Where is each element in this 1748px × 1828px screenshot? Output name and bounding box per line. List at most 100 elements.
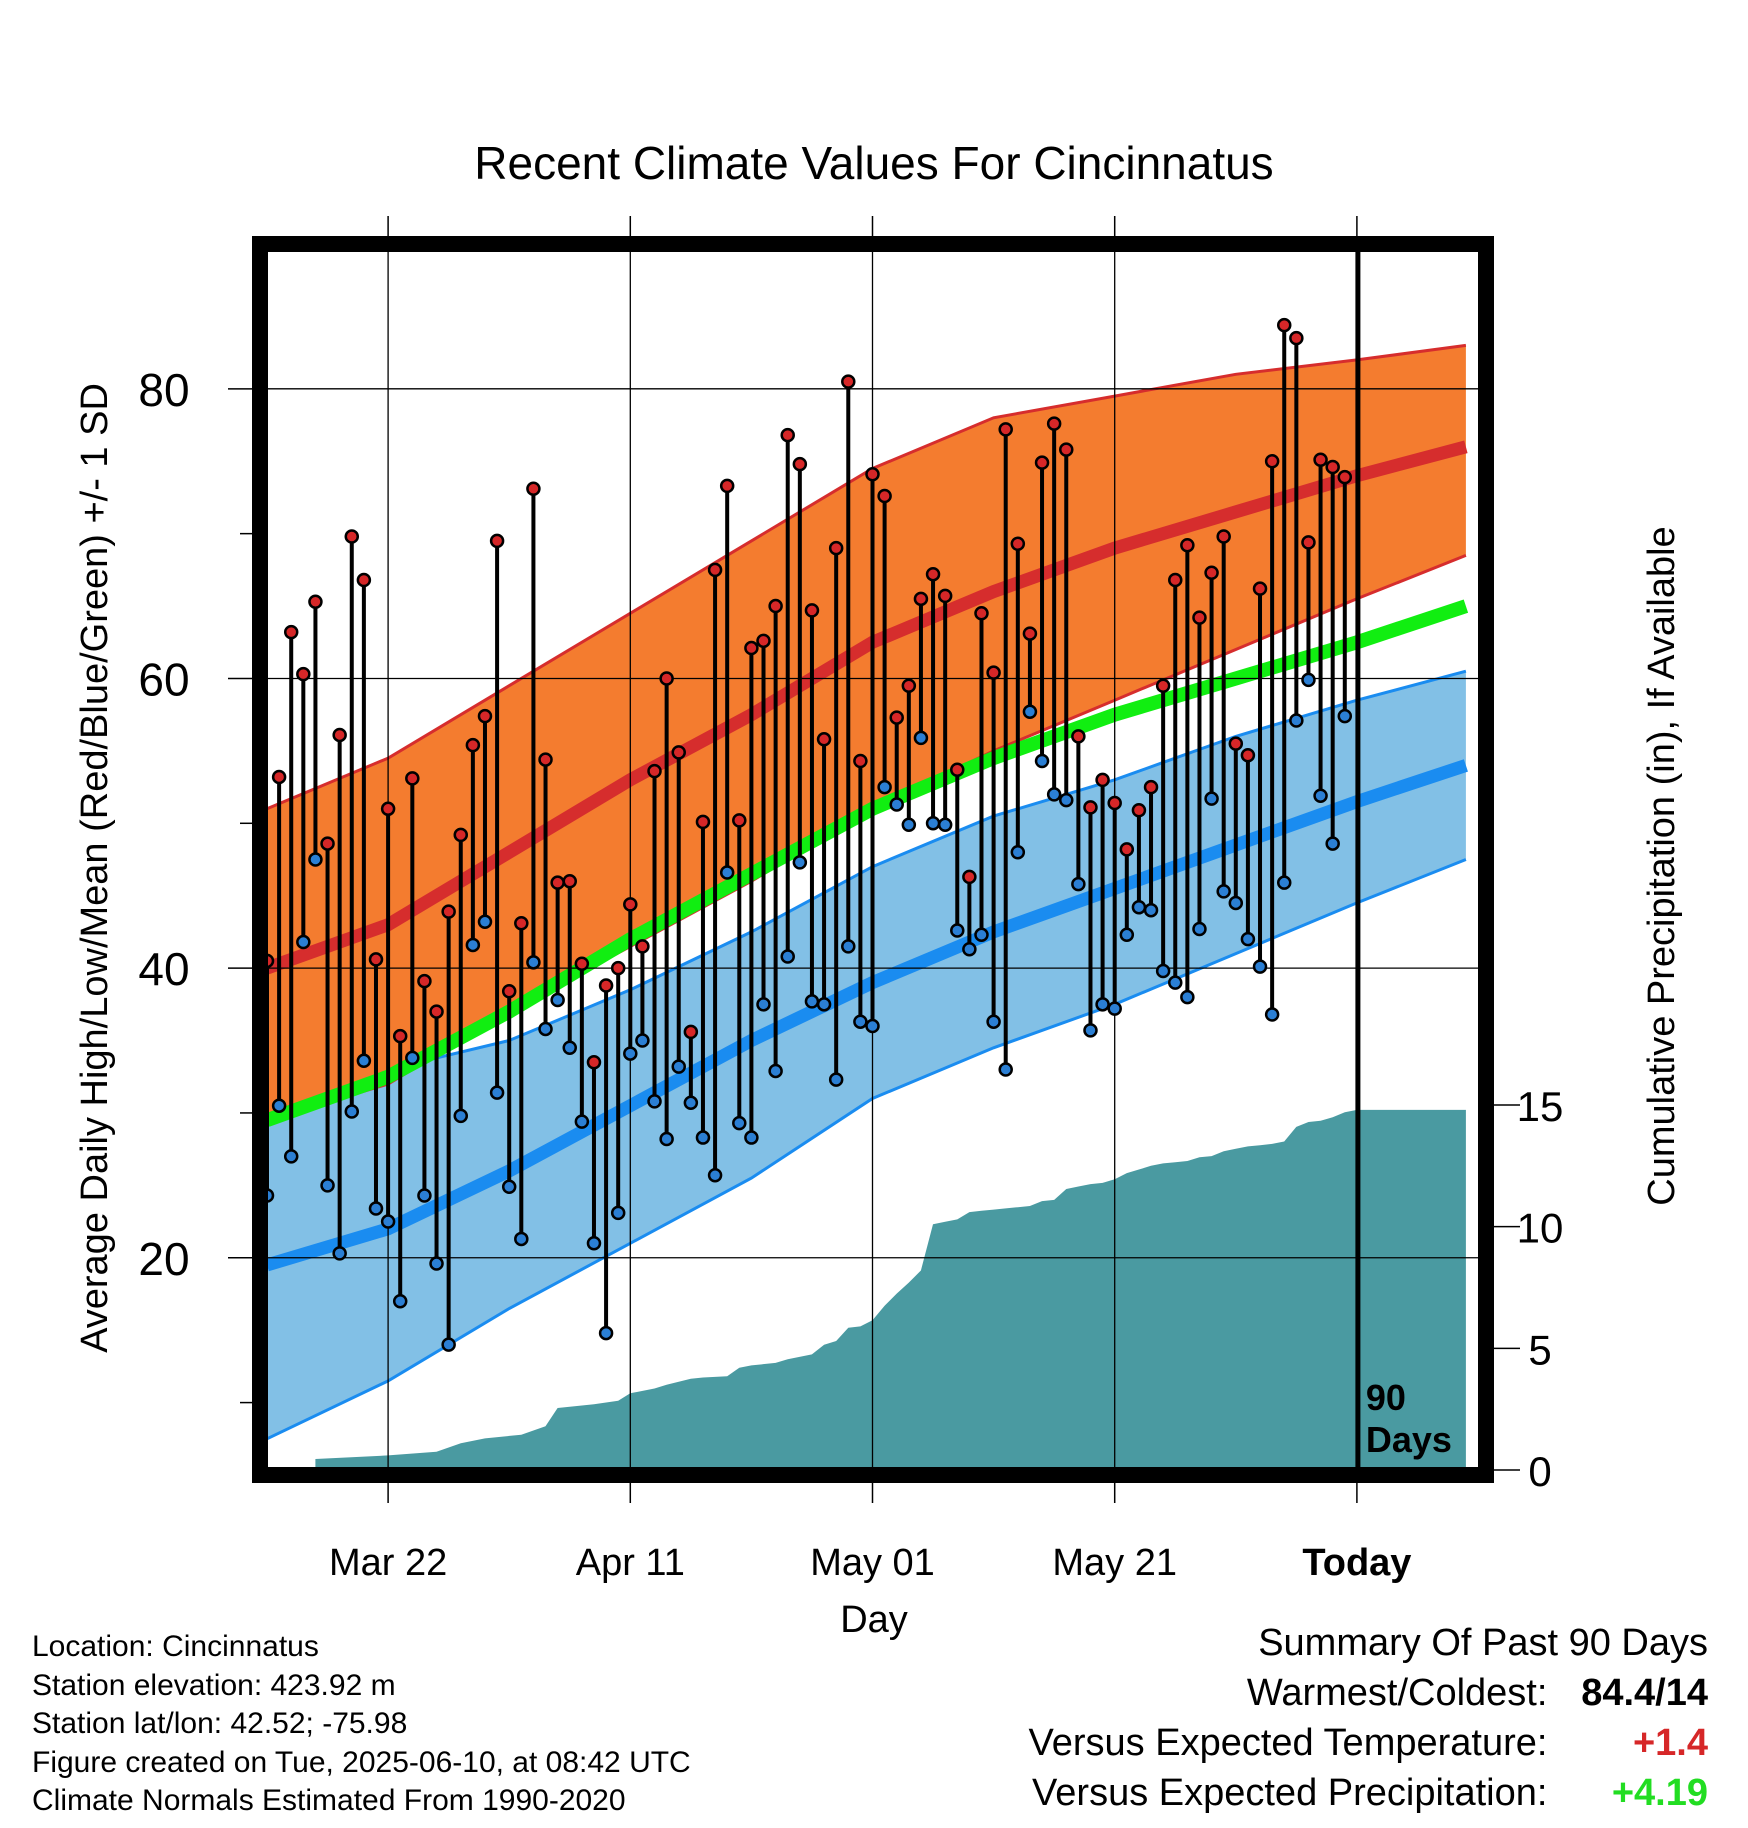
daily-high-point [356,572,372,588]
daily-low-point [1289,713,1304,728]
summary-heading: Summary Of Past 90 Days [1258,1622,1708,1664]
daily-low-point [925,816,941,831]
daily-high-point [489,533,505,549]
daily-high-point [1143,779,1159,795]
chart-title: Recent Climate Values For Cincinnatus [474,137,1273,189]
daily-high-point [562,873,577,889]
daily-low-point [683,1095,699,1111]
daily-high-point [792,456,808,472]
daily-high-point [1046,416,1062,431]
daily-low-point [816,997,832,1012]
daily-low-point [974,927,989,943]
daily-low-point [562,1040,577,1056]
daily-high-point [950,762,965,777]
y2-tick-label: 5 [1528,1326,1551,1373]
daily-low-point [538,1021,553,1037]
daily-high-point [962,869,977,885]
y-axis-label: Average Daily High/Low/Mean (Red/Blue/Gr… [74,383,116,1353]
daily-low-point [489,1085,505,1100]
daily-high-point [344,529,360,544]
daily-high-point [1264,453,1280,469]
x-tick-label: Today [1302,1542,1411,1584]
daily-high-point [526,481,541,497]
daily-high-point [913,591,929,607]
daily-low-point [998,1062,1013,1077]
daily-high-point [1289,330,1304,346]
daily-low-point [417,1188,432,1203]
daily-low-point [950,923,965,938]
daily-high-point [804,603,820,618]
daily-low-point [1155,963,1171,979]
info-latlon: Station lat/lon: 42.52; -75.98 [32,1707,408,1740]
daily-low-point [1325,836,1340,851]
daily-high-point [1059,442,1074,457]
daily-low-point [986,1014,1001,1029]
info-created: Figure created on Tue, 2025-06-10, at 08… [32,1745,691,1779]
daily-low-point [659,1131,674,1147]
daily-low-point [1131,900,1147,915]
x-tick-label: May 01 [810,1542,935,1584]
daily-high-point [986,665,1001,680]
daily-high-point [1301,535,1316,550]
daily-low-point [1010,845,1026,860]
today-marker-line: 90 [1366,1377,1406,1418]
daily-high-point [308,594,323,609]
daily-low-point [962,942,977,957]
daily-low-point [429,1256,444,1271]
daily-low-point [1095,997,1110,1012]
daily-high-point [1168,572,1183,588]
x-tick-label: Mar 22 [329,1542,447,1584]
daily-high-point [635,939,650,954]
y2-tick-label: 0 [1528,1448,1551,1495]
daily-high-point [586,1055,602,1070]
daily-low-point [719,865,735,880]
daily-low-point [332,1246,347,1261]
y-tick-label: 80 [138,364,189,416]
daily-high-point [1107,795,1122,811]
daily-low-point [1301,672,1316,688]
daily-high-point [392,1028,408,1044]
daily-low-point [550,992,565,1008]
daily-low-point [1252,959,1268,974]
daily-low-point [635,1033,650,1048]
daily-high-point [296,666,311,682]
daily-low-point [623,1046,638,1061]
daily-high-point [974,606,989,621]
x-tick-label: May 21 [1052,1542,1177,1584]
daily-high-point [441,904,456,919]
daily-high-point [550,875,565,890]
daily-high-point [477,708,493,724]
daily-high-point [841,374,856,389]
daily-low-point [392,1293,408,1309]
daily-high-point [1325,459,1340,475]
daily-high-point [501,984,517,999]
daily-low-point [732,1115,747,1131]
daily-low-point [1216,884,1231,899]
daily-low-point [1143,902,1159,918]
daily-low-point [913,730,929,746]
summary-warmest-label: Warmest/Coldest: [1246,1672,1548,1714]
daily-high-point [659,671,674,686]
daily-low-point [1107,1001,1122,1016]
daily-low-point [465,937,481,953]
daily-high-point [332,727,347,743]
daily-low-point [1046,787,1062,802]
daily-low-point [1192,921,1207,937]
daily-high-point [465,737,481,753]
daily-high-point [283,624,299,640]
y-tick-label: 40 [138,943,189,995]
daily-high-point [865,467,880,482]
daily-high-point [744,640,759,656]
info-location: Location: Cincinnatus [32,1630,319,1663]
daily-high-point [1155,678,1171,693]
daily-high-point [853,753,868,769]
today-marker-line: Days [1366,1419,1452,1460]
daily-high-point [514,915,529,931]
daily-high-point [1204,565,1219,580]
daily-high-point [695,814,711,830]
daily-low-point [901,817,917,832]
daily-high-point [1240,747,1256,763]
daily-high-point [901,678,917,693]
daily-high-point [889,710,904,725]
